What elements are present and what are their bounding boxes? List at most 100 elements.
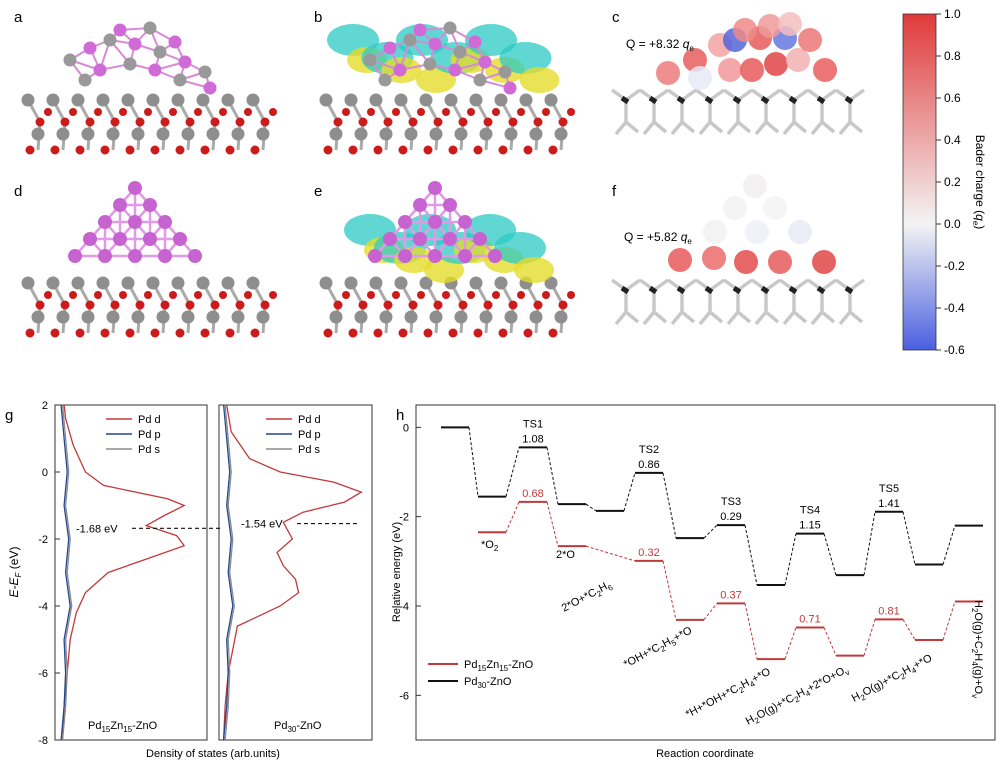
znO-stick bbox=[722, 88, 754, 136]
znO-stick-dark bbox=[788, 95, 798, 105]
charge-atom bbox=[743, 174, 767, 198]
o-atom bbox=[492, 291, 500, 299]
o-atom bbox=[250, 145, 260, 155]
zn-atom bbox=[181, 127, 195, 141]
pd-atom bbox=[428, 249, 442, 263]
panel-label-f: f bbox=[612, 183, 617, 200]
o-atom bbox=[60, 300, 70, 310]
energy-legend-label: Pd30-ZnO bbox=[464, 676, 512, 690]
dos-curve-pd-s-left bbox=[61, 404, 73, 741]
ts-name-label: TS3 bbox=[721, 496, 741, 508]
znO-stick-dark bbox=[816, 285, 826, 295]
znO-stick bbox=[722, 278, 754, 326]
ts-barrier-black: 1.15 bbox=[799, 520, 820, 532]
zn-atom bbox=[171, 93, 185, 107]
o-atom bbox=[44, 108, 52, 116]
pd-atom bbox=[178, 55, 192, 69]
zn-atom bbox=[354, 127, 368, 141]
ts-barrier-black: 0.86 bbox=[638, 459, 659, 471]
zn-atom bbox=[554, 127, 568, 141]
zn-atom bbox=[156, 127, 170, 141]
o-atom bbox=[50, 145, 60, 155]
ts-barrier-red: 0.68 bbox=[522, 488, 543, 500]
zn-atom bbox=[504, 127, 518, 141]
zn-atom bbox=[121, 276, 135, 290]
energy-ylabel: Relative energy (eV) bbox=[391, 522, 403, 622]
black-profile-connector bbox=[662, 472, 677, 539]
pd-atom bbox=[458, 249, 472, 263]
red-profile-connector bbox=[744, 603, 758, 660]
o-atom bbox=[323, 328, 333, 338]
zn-atom bbox=[21, 276, 35, 290]
charge-total-f: Q = +5.82 qe bbox=[624, 230, 692, 246]
dos-legend-label: Pd s bbox=[138, 444, 161, 456]
zn-atom bbox=[519, 93, 533, 107]
charge-density-image-e bbox=[319, 181, 575, 338]
dos-curve-pd-p-right bbox=[222, 404, 234, 741]
znO-stick-dark bbox=[844, 95, 854, 105]
o-atom bbox=[458, 300, 468, 310]
znO-stick bbox=[638, 278, 670, 326]
zn-atom bbox=[206, 127, 220, 141]
energy-xlabel: Reaction coordinate bbox=[656, 748, 754, 760]
zn-atom bbox=[156, 310, 170, 324]
zn-atom bbox=[404, 310, 418, 324]
isosurface-cyan bbox=[499, 42, 552, 74]
charge-atom bbox=[813, 58, 837, 82]
o-atom bbox=[25, 145, 35, 155]
dos-panel-name-right: Pd30-ZnO bbox=[274, 720, 322, 734]
pd-atom bbox=[368, 249, 382, 263]
znO-stick bbox=[806, 278, 838, 326]
pd-atom bbox=[398, 249, 412, 263]
o-atom bbox=[433, 300, 443, 310]
zn-atom bbox=[143, 21, 157, 35]
energy-ytick-label: -2 bbox=[399, 512, 409, 524]
zn-atom bbox=[31, 127, 45, 141]
o-atom bbox=[348, 328, 358, 338]
pd-atom bbox=[158, 215, 172, 229]
dos-ytick-label: -4 bbox=[38, 601, 48, 613]
dos-frame-left bbox=[54, 404, 208, 741]
o-atom bbox=[408, 300, 418, 310]
zn-atom bbox=[71, 276, 85, 290]
zn-atom bbox=[354, 310, 368, 324]
red-profile-connector bbox=[585, 545, 636, 562]
o-atom bbox=[392, 291, 400, 299]
zn-atom bbox=[444, 93, 458, 107]
zn-atom bbox=[404, 127, 418, 141]
znO-stick-dark bbox=[704, 95, 714, 105]
charge-atom bbox=[778, 12, 802, 36]
pd-atom bbox=[113, 198, 127, 212]
o-atom bbox=[498, 328, 508, 338]
dos-ylabel: E-EF (eV) bbox=[7, 547, 23, 598]
pd-atom bbox=[478, 55, 492, 69]
red-profile-connector bbox=[662, 560, 677, 620]
ts-name-label: TS2 bbox=[639, 444, 659, 456]
o-atom bbox=[523, 145, 533, 155]
zn-atom bbox=[379, 310, 393, 324]
o-atom bbox=[442, 108, 450, 116]
o-atom bbox=[150, 328, 160, 338]
charge-atom bbox=[683, 48, 707, 72]
zn-atom bbox=[329, 127, 343, 141]
o-atom bbox=[169, 108, 177, 116]
species-label: *O2 bbox=[481, 539, 499, 553]
black-profile-connector bbox=[744, 525, 758, 586]
dband-center-label-right: -1.54 eV bbox=[241, 519, 283, 531]
red-profile-connector bbox=[505, 501, 520, 533]
dos-curve-pd-d-left bbox=[61, 404, 186, 741]
dband-center-label-left: -1.68 eV bbox=[76, 523, 118, 535]
zn-atom bbox=[173, 73, 187, 87]
o-atom bbox=[219, 108, 227, 116]
zn-atom bbox=[394, 93, 408, 107]
panel-label-h: h bbox=[396, 407, 404, 424]
o-atom bbox=[533, 300, 543, 310]
o-atom bbox=[175, 145, 185, 155]
o-atom bbox=[458, 117, 468, 127]
charge-total-c: Q = +8.32 qe bbox=[626, 37, 694, 53]
o-atom bbox=[75, 145, 85, 155]
pd-atom bbox=[173, 232, 187, 246]
ts-barrier-red: 0.32 bbox=[638, 547, 659, 559]
znO-stick-dark bbox=[760, 285, 770, 295]
znO-stick-dark bbox=[620, 285, 630, 295]
